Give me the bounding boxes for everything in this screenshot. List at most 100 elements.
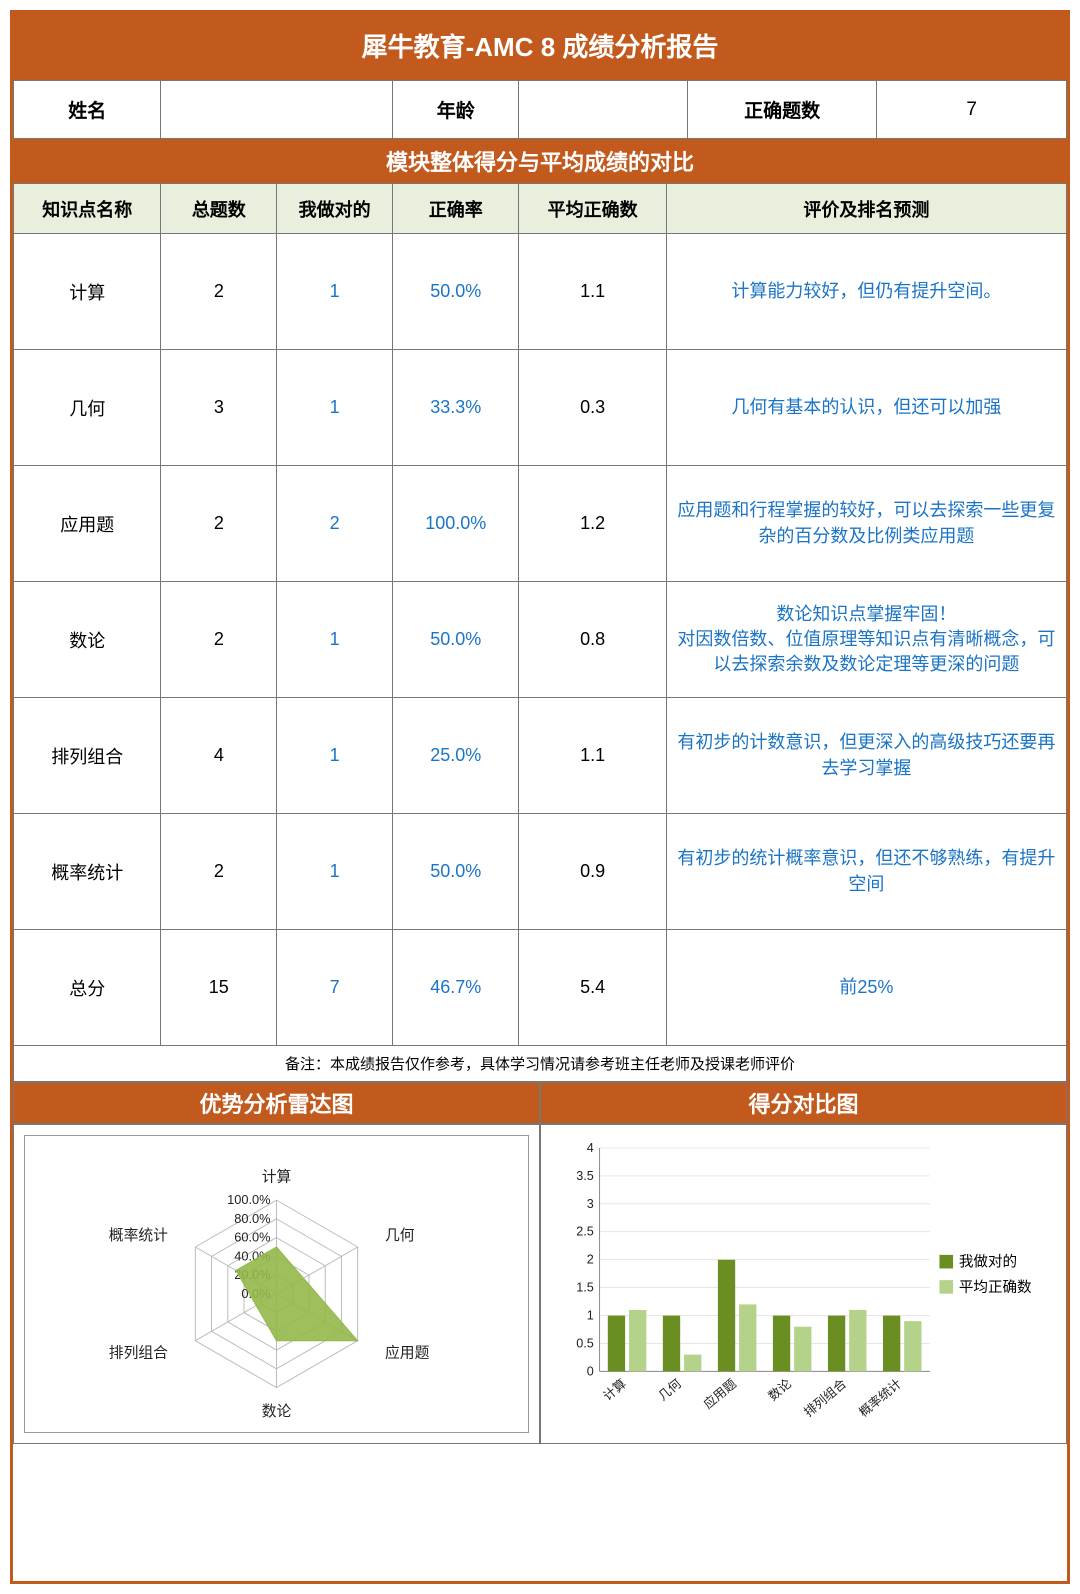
svg-text:3: 3 — [587, 1197, 594, 1211]
svg-text:排列组合: 排列组合 — [109, 1345, 168, 1362]
cell-rate: 25.0% — [393, 698, 519, 814]
charts-header: 优势分析雷达图 得分对比图 — [13, 1082, 1067, 1124]
svg-text:100.0%: 100.0% — [227, 1192, 270, 1207]
cell-total: 2 — [161, 466, 277, 582]
cell-eval: 计算能力较好，但仍有提升空间。 — [666, 234, 1066, 350]
svg-text:计算: 计算 — [601, 1377, 629, 1404]
col-avg: 平均正确数 — [519, 184, 666, 234]
cell-avg: 1.2 — [519, 466, 666, 582]
radar-chart: 计算几何应用题数论排列组合概率统计0.0%20.0%40.0%60.0%80.0… — [25, 1136, 528, 1432]
cell-correct: 1 — [277, 234, 393, 350]
bar-chart: 0 0.5 1 1.5 2 2.5 3 3.5 4 计算几何应用题数论排列组合概率统计 我做对的平均… — [551, 1135, 1056, 1433]
table-row: 几何3133.3%0.3几何有基本的认识，但还可以加强 — [14, 350, 1067, 466]
cell-rate: 33.3% — [393, 350, 519, 466]
svg-text:2.5: 2.5 — [576, 1225, 594, 1239]
col-rate: 正确率 — [393, 184, 519, 234]
cell-name: 数论 — [14, 582, 161, 698]
svg-text:平均正确数: 平均正确数 — [959, 1279, 1032, 1296]
svg-text:排列组合: 排列组合 — [801, 1376, 849, 1419]
cell-total: 2 — [161, 814, 277, 930]
cell-name: 计算 — [14, 234, 161, 350]
cell-rate: 46.7% — [393, 930, 519, 1046]
cell-rate: 100.0% — [393, 466, 519, 582]
svg-text:几何: 几何 — [655, 1376, 684, 1404]
cell-name: 总分 — [14, 930, 161, 1046]
cell-avg: 1.1 — [519, 698, 666, 814]
cell-total: 2 — [161, 582, 277, 698]
svg-text:应用题: 应用题 — [700, 1376, 739, 1412]
cell-eval: 应用题和行程掌握的较好，可以去探索一些更复杂的百分数及比例类应用题 — [666, 466, 1066, 582]
svg-text:几何: 几何 — [385, 1227, 415, 1244]
svg-text:3.5: 3.5 — [576, 1169, 594, 1183]
radar-title: 优势分析雷达图 — [13, 1082, 540, 1124]
cell-avg: 0.8 — [519, 582, 666, 698]
col-name: 知识点名称 — [14, 184, 161, 234]
cell-rate: 50.0% — [393, 814, 519, 930]
name-value — [161, 81, 393, 139]
cell-correct: 7 — [277, 930, 393, 1046]
age-value — [519, 81, 687, 139]
cell-correct: 1 — [277, 582, 393, 698]
cell-name: 应用题 — [14, 466, 161, 582]
table-row: 总分15746.7%5.4前25% — [14, 930, 1067, 1046]
correct-label: 正确题数 — [687, 81, 877, 139]
table-row: 计算2150.0%1.1计算能力较好，但仍有提升空间。 — [14, 234, 1067, 350]
table-row: 应用题22100.0%1.2应用题和行程掌握的较好，可以去探索一些更复杂的百分数… — [14, 466, 1067, 582]
cell-eval: 几何有基本的认识，但还可以加强 — [666, 350, 1066, 466]
cell-eval: 数论知识点掌握牢固！对因数倍数、位值原理等知识点有清晰概念，可以去探索余数及数论… — [666, 582, 1066, 698]
svg-text:0: 0 — [587, 1364, 594, 1378]
cell-eval: 前25% — [666, 930, 1066, 1046]
svg-text:概率统计: 概率统计 — [856, 1376, 905, 1420]
cell-rate: 50.0% — [393, 582, 519, 698]
cell-total: 2 — [161, 234, 277, 350]
bar-chart-cell: 0 0.5 1 1.5 2 2.5 3 3.5 4 计算几何应用题数论排列组合概率统计 我做对的平均… — [540, 1124, 1067, 1444]
cell-correct: 1 — [277, 814, 393, 930]
bar-title: 得分对比图 — [540, 1082, 1067, 1124]
cell-avg: 0.3 — [519, 350, 666, 466]
report-title: 犀牛教育-AMC 8 成绩分析报告 — [13, 13, 1067, 80]
cell-eval: 有初步的计数意识，但更深入的高级技巧还要再去学习掌握 — [666, 698, 1066, 814]
cell-correct: 1 — [277, 698, 393, 814]
data-table: 知识点名称 总题数 我做对的 正确率 平均正确数 评价及排名预测 计算2150.… — [13, 183, 1067, 1082]
svg-text:60.0%: 60.0% — [234, 1230, 270, 1245]
section1-header: 模块整体得分与平均成绩的对比 — [13, 139, 1067, 183]
svg-text:4: 4 — [587, 1141, 594, 1155]
svg-text:我做对的: 我做对的 — [959, 1254, 1017, 1271]
cell-rate: 50.0% — [393, 234, 519, 350]
table-row: 概率统计2150.0%0.9有初步的统计概率意识，但还不够熟练，有提升空间 — [14, 814, 1067, 930]
svg-text:数论: 数论 — [262, 1403, 292, 1420]
col-total: 总题数 — [161, 184, 277, 234]
cell-total: 4 — [161, 698, 277, 814]
cell-name: 排列组合 — [14, 698, 161, 814]
cell-total: 3 — [161, 350, 277, 466]
svg-text:2: 2 — [587, 1253, 594, 1267]
radar-chart-cell: 计算几何应用题数论排列组合概率统计0.0%20.0%40.0%60.0%80.0… — [13, 1124, 540, 1444]
svg-text:概率统计: 概率统计 — [109, 1227, 168, 1244]
cell-avg: 1.1 — [519, 234, 666, 350]
table-row: 排列组合4125.0%1.1有初步的计数意识，但更深入的高级技巧还要再去学习掌握 — [14, 698, 1067, 814]
name-label: 姓名 — [14, 81, 161, 139]
cell-correct: 1 — [277, 350, 393, 466]
svg-text:数论: 数论 — [766, 1376, 795, 1403]
cell-avg: 5.4 — [519, 930, 666, 1046]
svg-text:1.5: 1.5 — [576, 1281, 594, 1295]
correct-value: 7 — [877, 81, 1067, 139]
cell-eval: 有初步的统计概率意识，但还不够熟练，有提升空间 — [666, 814, 1066, 930]
note: 备注：本成绩报告仅作参考，具体学习情况请参考班主任老师及授课老师评价 — [14, 1046, 1067, 1082]
cell-avg: 0.9 — [519, 814, 666, 930]
info-table: 姓名 年龄 正确题数 7 — [13, 80, 1067, 139]
table-row: 数论2150.0%0.8数论知识点掌握牢固！对因数倍数、位值原理等知识点有清晰概… — [14, 582, 1067, 698]
cell-name: 概率统计 — [14, 814, 161, 930]
cell-correct: 2 — [277, 466, 393, 582]
age-label: 年龄 — [393, 81, 519, 139]
col-eval: 评价及排名预测 — [666, 184, 1066, 234]
cell-name: 几何 — [14, 350, 161, 466]
report-container: 犀牛教育-AMC 8 成绩分析报告 姓名 年龄 正确题数 7 模块整体得分与平均… — [10, 10, 1070, 1584]
svg-text:计算: 计算 — [262, 1168, 292, 1185]
col-correct: 我做对的 — [277, 184, 393, 234]
svg-text:应用题: 应用题 — [385, 1344, 430, 1362]
svg-text:80.0%: 80.0% — [234, 1211, 270, 1226]
svg-text:1: 1 — [587, 1308, 594, 1322]
cell-total: 15 — [161, 930, 277, 1046]
svg-text:0.5: 0.5 — [576, 1336, 594, 1350]
